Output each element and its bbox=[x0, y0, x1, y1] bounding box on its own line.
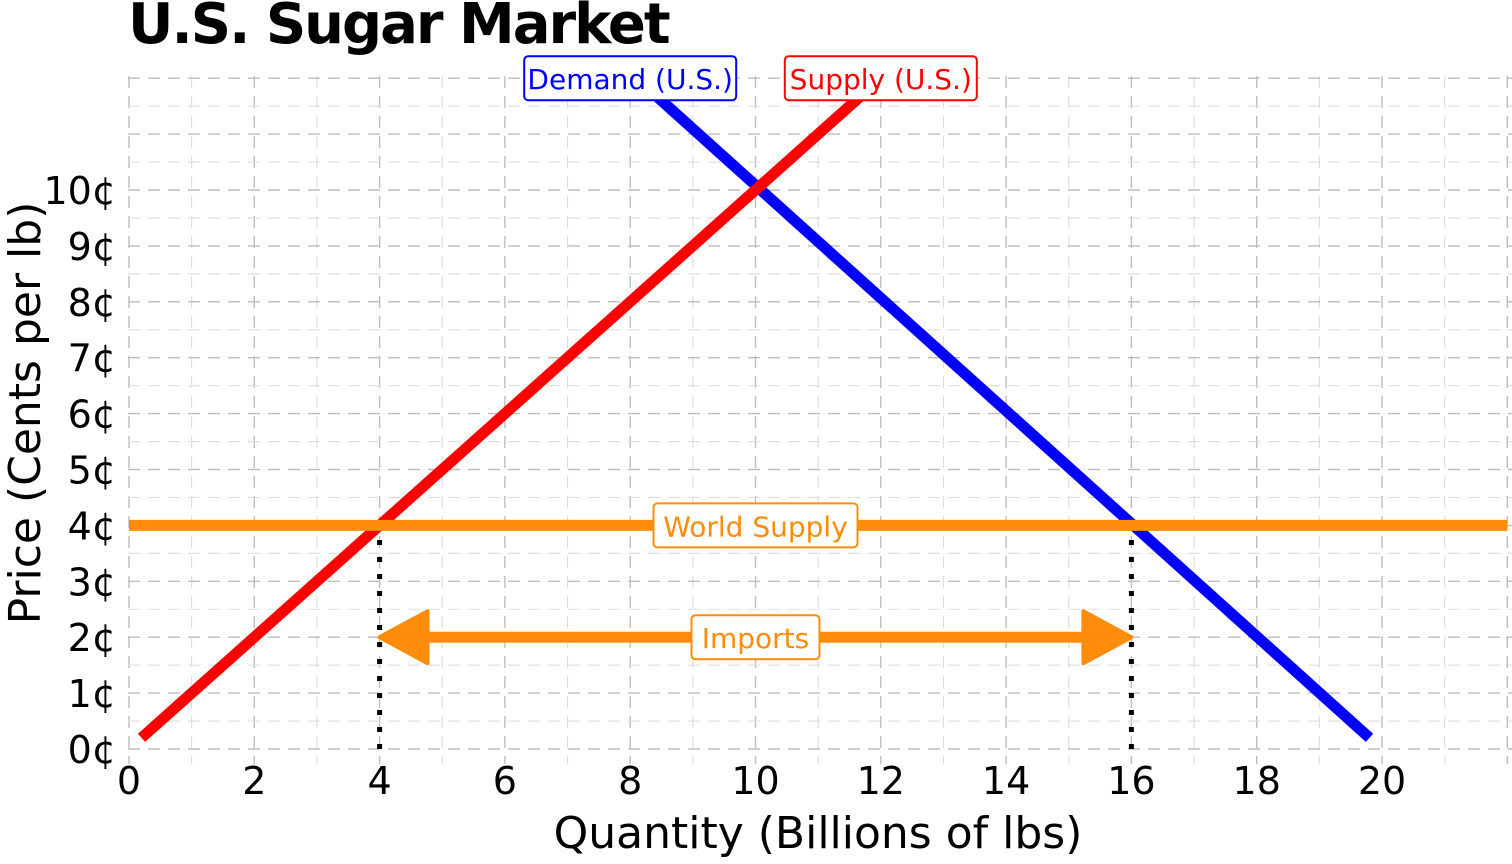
world-supply-label: World Supply bbox=[652, 502, 859, 549]
supply-line bbox=[137, 85, 872, 742]
x-tick-label: 16 bbox=[1107, 759, 1155, 803]
demand-label: Demand (U.S.) bbox=[523, 55, 738, 102]
imports-label: Imports bbox=[690, 614, 821, 661]
label-box bbox=[652, 502, 859, 549]
label-box bbox=[523, 55, 738, 102]
x-tick-label: 14 bbox=[982, 759, 1030, 803]
label-text: Demand (U.S.) bbox=[527, 63, 733, 96]
supply-label: Supply (U.S.) bbox=[783, 55, 978, 102]
tick-labels: 0 2 4 6 8 10 12 14 16 18 20 0¢ 1¢ 2¢ 3¢ 4¢ 5¢ 6¢ 7¢ 8¢ 9¢ 10¢ bbox=[43, 169, 1406, 803]
x-tick-label: 20 bbox=[1358, 759, 1406, 803]
series-labels: Demand (U.S.) Supply (U.S.) World Supply Im… bbox=[523, 55, 978, 661]
x-tick-label: 4 bbox=[368, 759, 392, 803]
label-text: Imports bbox=[702, 622, 810, 655]
label-text: Supply (U.S.) bbox=[790, 63, 972, 96]
label-text: World Supply bbox=[663, 510, 848, 543]
y-tick-label: 4¢ bbox=[68, 504, 116, 548]
y-tick-label: 6¢ bbox=[68, 393, 116, 437]
y-tick-label: 0¢ bbox=[68, 728, 116, 772]
label-box bbox=[690, 614, 821, 661]
x-tick-label: 12 bbox=[857, 759, 905, 803]
y-axis-label: Price (Cents per lb) bbox=[0, 202, 51, 625]
x-tick-label: 2 bbox=[242, 759, 266, 803]
x-tick-label: 0 bbox=[117, 759, 141, 803]
demand-line bbox=[645, 85, 1374, 742]
imports-arrow-head-right bbox=[1081, 609, 1134, 666]
y-tick-label: 7¢ bbox=[68, 337, 116, 381]
x-tick-label: 6 bbox=[493, 759, 517, 803]
grid bbox=[128, 76, 1512, 764]
y-tick-label: 2¢ bbox=[68, 616, 116, 660]
imports-arrow-head-left bbox=[377, 609, 430, 666]
y-tick-label: 3¢ bbox=[68, 560, 116, 604]
y-tick-label: 9¢ bbox=[68, 225, 116, 269]
label-box bbox=[783, 55, 978, 102]
x-tick-label: 10 bbox=[731, 759, 779, 803]
x-tick-label: 8 bbox=[618, 759, 642, 803]
y-tick-label: 8¢ bbox=[68, 281, 116, 325]
y-tick-label: 10¢ bbox=[43, 169, 116, 213]
x-axis-label: Quantity (Billions of lbs) bbox=[554, 808, 1083, 859]
chart-title: U.S. Sugar Market bbox=[128, 0, 671, 57]
x-tick-label: 18 bbox=[1233, 759, 1281, 803]
y-tick-label: 5¢ bbox=[68, 449, 116, 493]
y-tick-label: 1¢ bbox=[68, 672, 116, 716]
